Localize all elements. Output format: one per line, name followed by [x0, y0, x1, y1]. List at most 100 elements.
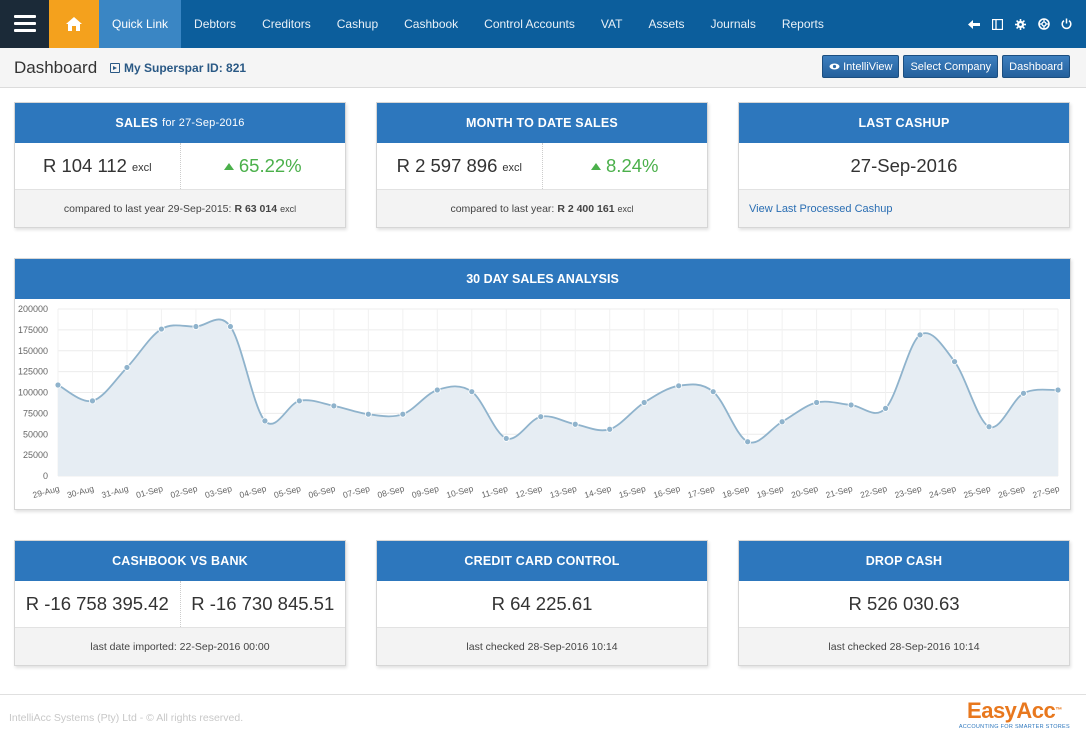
sales-data-point: [744, 438, 752, 446]
last-cashup-card: LAST CASHUP 27-Sep-2016 View Last Proces…: [738, 102, 1070, 228]
logo-name: EasyAcc: [967, 698, 1056, 723]
support-icon[interactable]: [1036, 17, 1051, 32]
x-tick-label: 17-Sep: [687, 483, 716, 500]
mtd-pct: 8.24%: [606, 155, 659, 176]
y-tick-label: 50000: [23, 429, 48, 439]
x-tick-label: 01-Sep: [135, 483, 164, 500]
hamburger-menu-button[interactable]: [0, 0, 49, 48]
nav-item-creditors[interactable]: Creditors: [262, 17, 311, 31]
sales-area-fill: [58, 319, 1058, 476]
nav-item-cashbook[interactable]: Cashbook: [404, 17, 459, 31]
nav-item-control-accounts[interactable]: Control Accounts: [484, 17, 575, 31]
home-button[interactable]: [49, 0, 99, 48]
sales-data-point: [364, 410, 372, 418]
credit-card-footer: last checked 28-Sep-2016 10:14: [377, 628, 707, 665]
sales-compare-value: R 63 014: [234, 202, 278, 215]
y-tick-label: 150000: [18, 346, 48, 356]
intelliview-button[interactable]: IntelliView: [822, 55, 900, 78]
nav-item-quick-link[interactable]: Quick Link: [99, 0, 182, 48]
gear-icon[interactable]: [1013, 17, 1028, 32]
x-tick-label: 16-Sep: [652, 483, 681, 500]
x-tick-label: 12-Sep: [514, 483, 543, 500]
mtd-compare-text: compared to last year:: [450, 202, 555, 215]
credit-card-body: R 64 225.61: [377, 581, 707, 628]
sales-data-point: [606, 425, 614, 433]
y-tick-label: 125000: [18, 367, 48, 377]
store-identifier[interactable]: My Superspar ID: 821: [110, 61, 246, 75]
sales-data-point: [1054, 386, 1062, 394]
y-tick-label: 100000: [18, 388, 48, 398]
mtd-unit: excl: [502, 162, 522, 174]
nav-item-reports[interactable]: Reports: [781, 17, 824, 31]
x-tick-label: 27-Sep: [1031, 483, 1060, 500]
columns-icon[interactable]: [990, 17, 1005, 32]
sales-data-point: [468, 388, 476, 396]
drop-cash-card: DROP CASH R 526 030.63 last checked 28-S…: [738, 540, 1070, 666]
sales-data-point: [433, 386, 441, 394]
y-tick-label: 25000: [23, 450, 48, 460]
nav-item-vat[interactable]: VAT: [600, 17, 623, 31]
sales-compare-unit: excl: [280, 203, 297, 214]
x-tick-label: 25-Sep: [962, 483, 991, 500]
dashboard-button[interactable]: Dashboard: [1002, 55, 1070, 78]
nav-item-debtors[interactable]: Debtors: [194, 17, 237, 31]
sales-date: for 27-Sep-2016: [162, 117, 245, 129]
credit-card-control-card: CREDIT CARD CONTROL R 64 225.61 last che…: [376, 540, 708, 666]
y-tick-label: 0: [43, 471, 48, 481]
x-tick-label: 26-Sep: [997, 483, 1026, 500]
x-tick-label: 13-Sep: [549, 483, 578, 500]
nav-item-journals[interactable]: Journals: [710, 17, 756, 31]
x-tick-label: 30-Aug: [66, 483, 95, 500]
x-tick-label: 22-Sep: [859, 483, 888, 500]
mtd-card-body: R 2 597 896 excl 8.24%: [377, 143, 707, 190]
nav-right-icons: [967, 0, 1086, 48]
x-tick-label: 04-Sep: [238, 483, 267, 500]
drop-cash-footer: last checked 28-Sep-2016 10:14: [739, 628, 1069, 665]
sales-card-footer: compared to last year 29-Sep-2015: R 63 …: [15, 190, 345, 227]
sales-data-point: [916, 331, 924, 339]
logo-tm: ™: [1055, 707, 1062, 714]
select-company-button[interactable]: Select Company: [903, 55, 999, 78]
signout-arrow-icon[interactable]: [967, 17, 982, 32]
sales-card-body: R 104 112 excl 65.22%: [15, 143, 345, 190]
x-tick-label: 06-Sep: [307, 483, 336, 500]
nav-item-assets[interactable]: Assets: [648, 17, 685, 31]
sales-data-point: [227, 323, 234, 330]
drop-cash-body: R 526 030.63: [739, 581, 1069, 628]
x-tick-label: 11-Sep: [480, 483, 509, 500]
home-icon: [66, 17, 82, 31]
x-tick-label: 18-Sep: [721, 483, 750, 500]
sales-data-point: [502, 435, 510, 442]
power-icon[interactable]: [1059, 17, 1074, 32]
sales-data-point: [640, 399, 648, 406]
x-tick-label: 31-Aug: [100, 483, 129, 500]
last-cashup-value: 27-Sep-2016: [850, 155, 958, 176]
mtd-pct-cell: 8.24%: [541, 143, 708, 189]
sales-card: SALES for 27-Sep-2016 R 104 112 excl 65.…: [14, 102, 346, 228]
drop-cash-value: R 526 030.63: [848, 593, 960, 614]
x-tick-label: 08-Sep: [376, 483, 405, 500]
sales-data-point: [123, 364, 131, 371]
copyright-text: IntelliAcc Systems (Pty) Ltd - © All rig…: [9, 712, 244, 724]
drop-cash-header: DROP CASH: [739, 541, 1069, 581]
sales-pct: 65.22%: [238, 155, 302, 176]
last-cashup-body: 27-Sep-2016: [739, 143, 1069, 190]
mtd-compare-value: R 2 400 161: [557, 202, 615, 215]
cashbook-vs-bank-card: CASHBOOK VS BANK R -16 758 395.42 R -16 …: [14, 540, 346, 666]
easyacc-logo: EasyAcc™ ACCOUNTING FOR SMARTER STORES: [958, 698, 1070, 731]
nav-item-cashup[interactable]: Cashup: [336, 17, 379, 31]
page-footer: IntelliAcc Systems (Pty) Ltd - © All rig…: [0, 694, 1086, 737]
last-cashup-header: LAST CASHUP: [739, 103, 1069, 143]
eye-icon: [829, 63, 840, 70]
up-triangle-icon: [223, 162, 234, 170]
view-last-cashup-link[interactable]: View Last Processed Cashup: [739, 190, 1069, 227]
cashbook-header: CASHBOOK VS BANK: [15, 541, 345, 581]
cashbook-footer: last date imported: 22-Sep-2016 00:00: [15, 628, 345, 665]
x-tick-label: 09-Sep: [411, 483, 440, 500]
mtd-value-cell: R 2 597 896 excl: [377, 143, 542, 189]
cashbook-body: R -16 758 395.42 R -16 730 845.51: [15, 581, 345, 628]
sales-data-point: [571, 420, 579, 428]
logo-tagline: ACCOUNTING FOR SMARTER STORES: [958, 724, 1070, 730]
sales-data-point: [399, 410, 407, 418]
top-navbar: Quick Link Debtors Creditors Cashup Cash…: [0, 0, 1086, 48]
